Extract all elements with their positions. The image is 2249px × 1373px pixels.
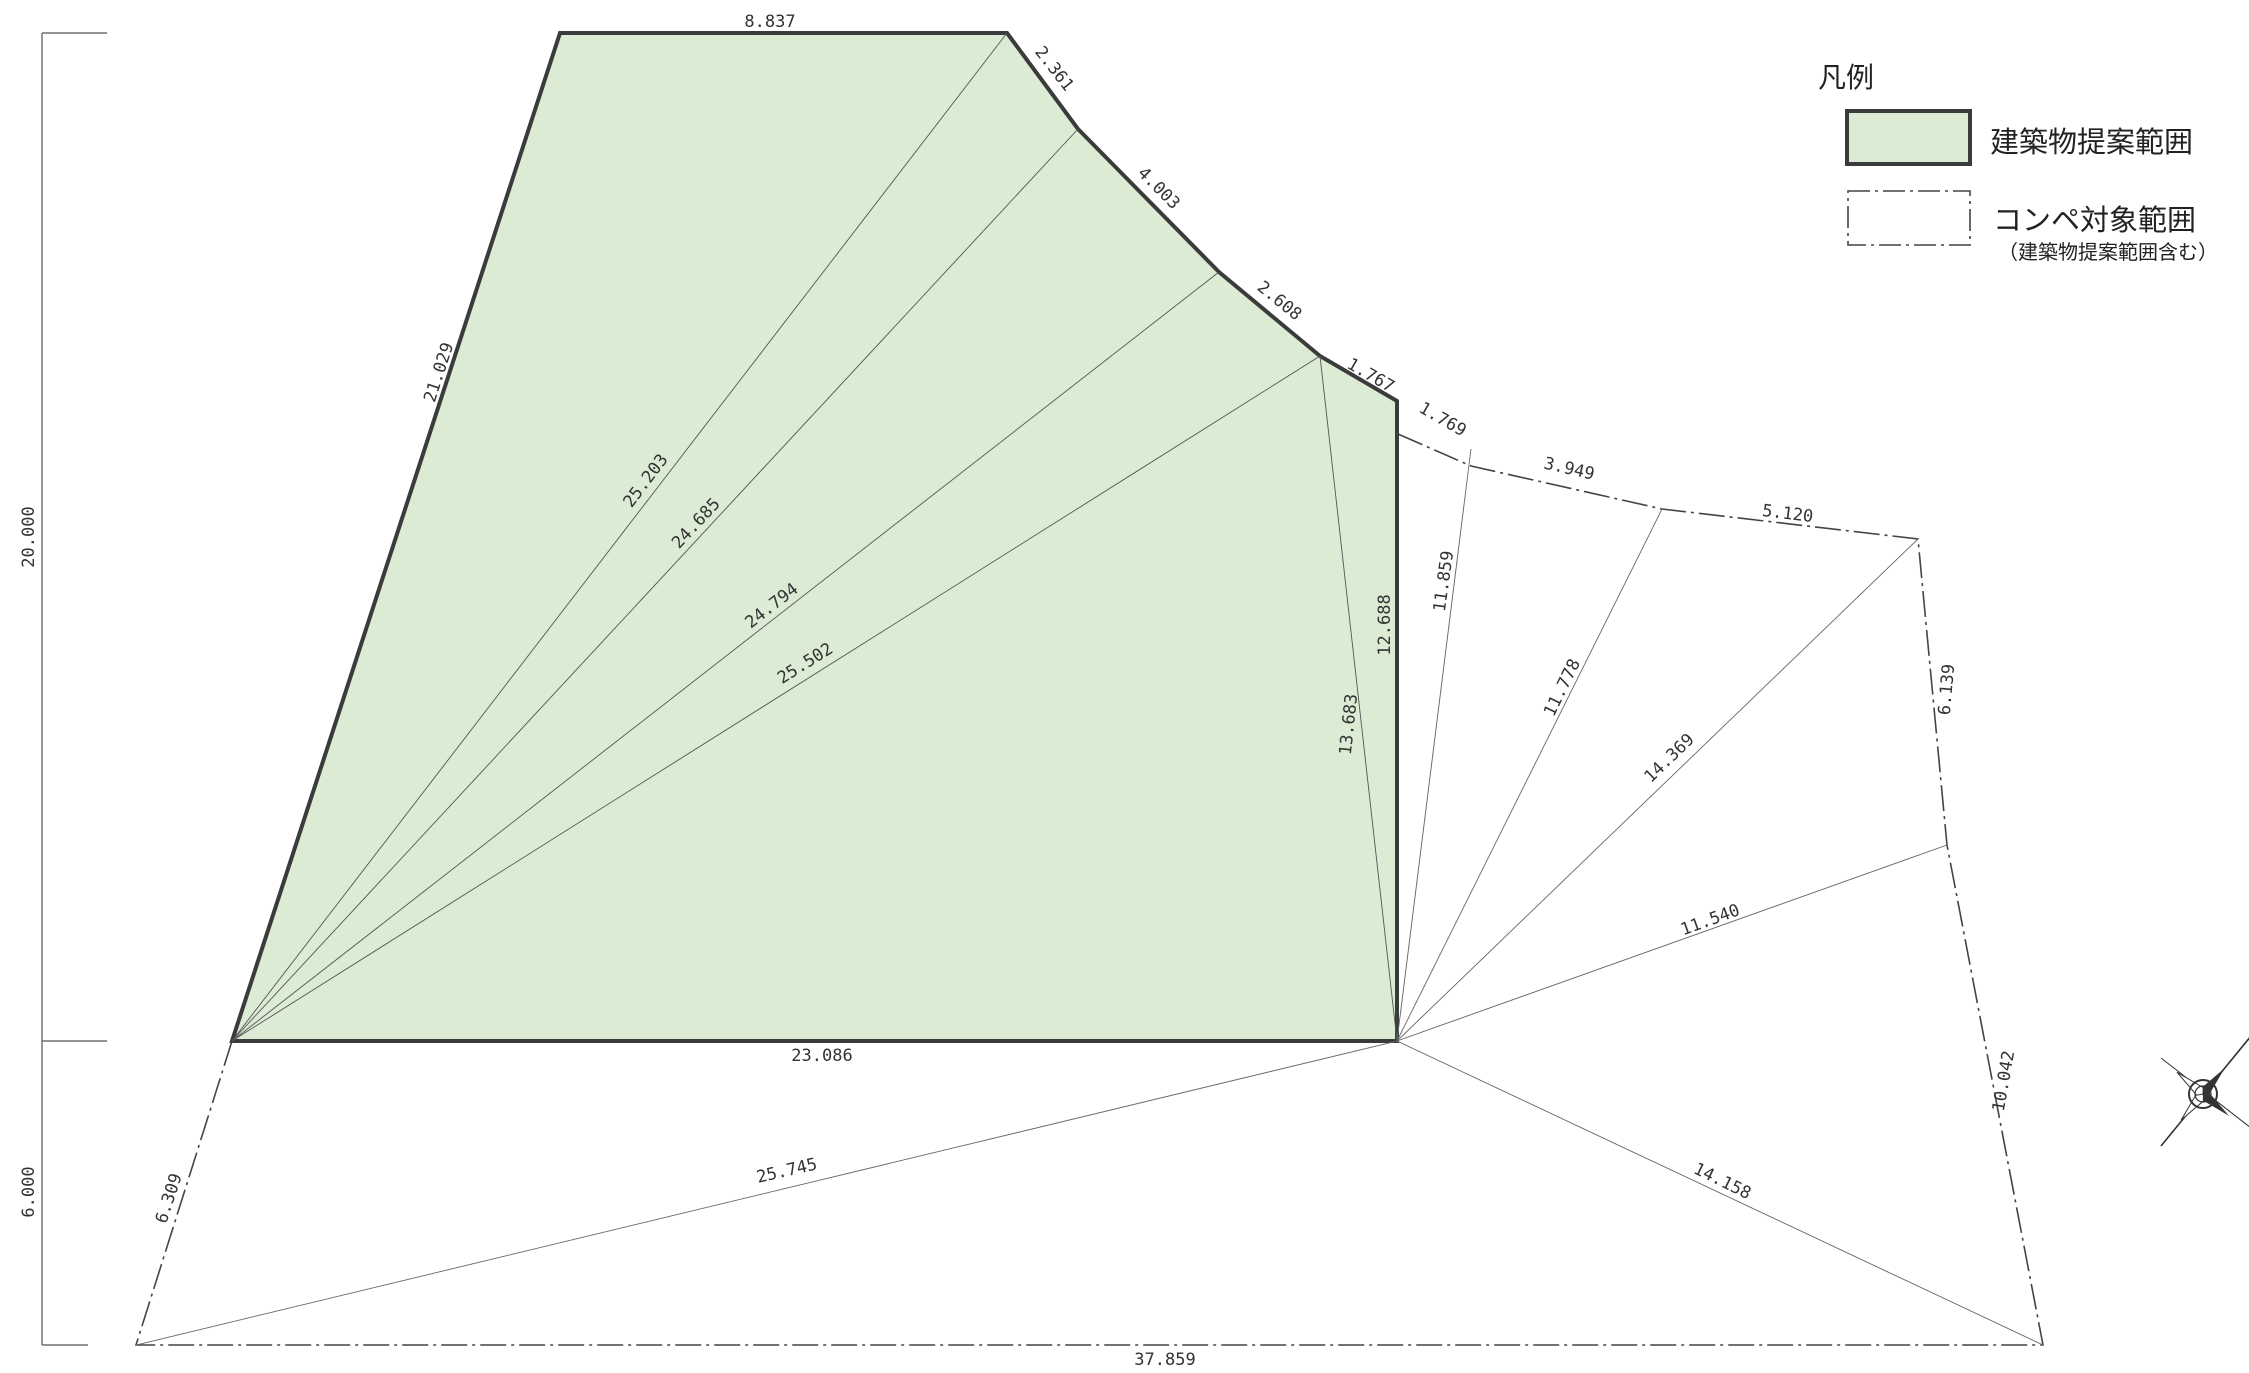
dimension-label-20000: 20.000 <box>19 506 39 567</box>
dim-right-vertical: 12.688 <box>1375 594 1395 655</box>
dim-edge-4: 6.139 <box>1935 663 1959 716</box>
legend-title: 凡例 <box>1818 61 1874 94</box>
dim-edge-1: 1.769 <box>1415 398 1469 441</box>
dim-diagonal-10: 14.158 <box>1690 1159 1754 1204</box>
dim-diagonal-7: 11.778 <box>1540 656 1585 720</box>
dim-diagonal-9: 11.540 <box>1678 900 1743 940</box>
legend-building-label: 建築物提案範囲 <box>1990 125 2193 159</box>
dim-edge-2: 3.949 <box>1542 454 1596 485</box>
dim-bottom: 23.086 <box>791 1046 852 1066</box>
legend-building-swatch <box>1845 109 1972 166</box>
legend-competition-note: （建築物提案範囲含む） <box>1998 240 2218 264</box>
competition-diagonals <box>135 448 2044 1346</box>
north-arrow-icon <box>2160 1037 2249 1147</box>
dim-top: 8.837 <box>744 12 795 32</box>
dim-edge-3: 5.120 <box>1761 501 1814 527</box>
vertical-dimension <box>41 32 107 1346</box>
building-diagonals <box>231 32 1398 1042</box>
dim-competition-left: 6.309 <box>152 1171 187 1226</box>
legend-competition-label: コンペ対象範囲 <box>1993 203 2196 237</box>
dim-diagonal-6: 11.859 <box>1430 550 1458 614</box>
dim-competition-bottom: 37.859 <box>1134 1350 1195 1370</box>
building-proposal-area <box>229 31 1399 1043</box>
dim-edge-5: 10.042 <box>1989 1049 2019 1113</box>
legend-competition-swatch <box>1847 190 1971 246</box>
dimension-label-6000: 6.000 <box>19 1166 39 1217</box>
legend: 凡例 建築物提案範囲 コンペ対象範囲 （建築物提案範囲含む） <box>1818 61 2218 264</box>
